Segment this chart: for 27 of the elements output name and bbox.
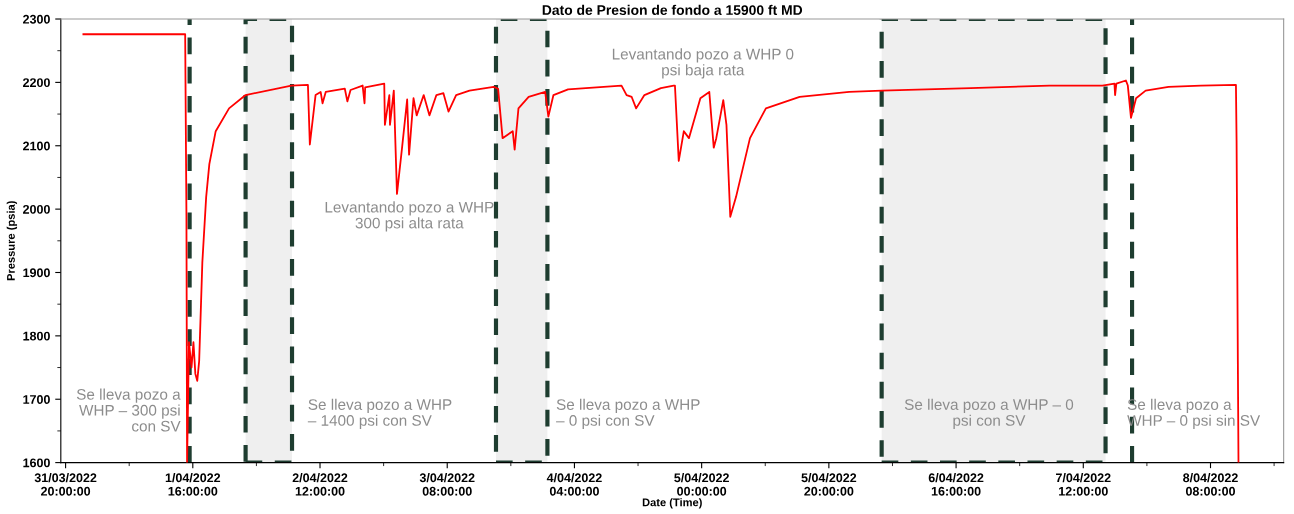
y-tick-label: 2200 (23, 78, 50, 88)
x-tick-label: 4/04/2022 04:00:00 (546, 473, 602, 496)
y-tick-label: 1700 (23, 395, 50, 404)
annotation: Se lleva pozo a WHP – 0 psi con SV (904, 398, 1074, 429)
x-tick-label: 3/04/2022 08:00:00 (419, 473, 475, 496)
y-tick-label: 1900 (23, 268, 50, 278)
x-axis-title: Date (Time) (642, 498, 702, 509)
x-tick-label: 7/04/2022 12:00:00 (1056, 473, 1111, 496)
y-tick-label: 2100 (23, 141, 50, 151)
annotation: Se lleva pozo a WHP – 300 psi con SV (76, 388, 181, 432)
y-tick-label: 1600 (23, 458, 50, 468)
x-tick-label: 5/04/2022 20:00:00 (801, 473, 857, 496)
x-tick-label: 31/03/2022 20:00:00 (34, 473, 97, 496)
annotation: Se lleva pozo a WHP – 0 psi con SV (556, 398, 700, 429)
x-tick-label: 1/04/2022 16:00:00 (165, 473, 221, 496)
x-tick-label: 5/04/2022 00:00:00 (674, 473, 729, 496)
y-tick-label: 1800 (23, 331, 50, 341)
x-tick-label: 2/04/2022 12:00:00 (292, 473, 348, 496)
x-tick-label: 8/04/2022 08:00:00 (1183, 473, 1238, 496)
y-tick-label: 2000 (23, 204, 50, 214)
annotation: Levantando pozo a WHP 0 psi baja rata (612, 48, 794, 79)
chart-title: Dato de Presion de fondo a 15900 ft MD (542, 4, 803, 15)
x-tick-label: 6/04/2022 16:00:00 (928, 473, 984, 496)
y-axis-title: Pressure (psia) (6, 201, 18, 281)
annotation: Levantando pozo a WHP 300 psi alta rata (325, 201, 494, 232)
y-tick-label: 2300 (23, 14, 50, 24)
annotation: Se lleva pozo a WHP – 1400 psi con SV (307, 398, 452, 429)
